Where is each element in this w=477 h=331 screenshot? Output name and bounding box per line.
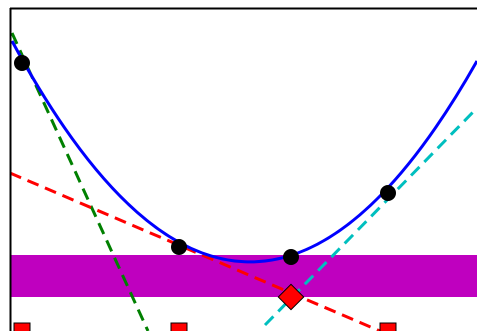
diamond-marker — [277, 283, 305, 311]
point — [283, 249, 299, 265]
square-marker — [170, 322, 188, 331]
tangent-line — [10, 32, 150, 331]
tangent-line — [9, 171, 381, 331]
point — [171, 239, 187, 255]
square-marker — [379, 322, 397, 331]
curve — [10, 40, 477, 264]
tangent-line — [263, 106, 477, 327]
point — [380, 185, 396, 201]
point — [14, 55, 30, 71]
square-marker — [13, 322, 31, 331]
